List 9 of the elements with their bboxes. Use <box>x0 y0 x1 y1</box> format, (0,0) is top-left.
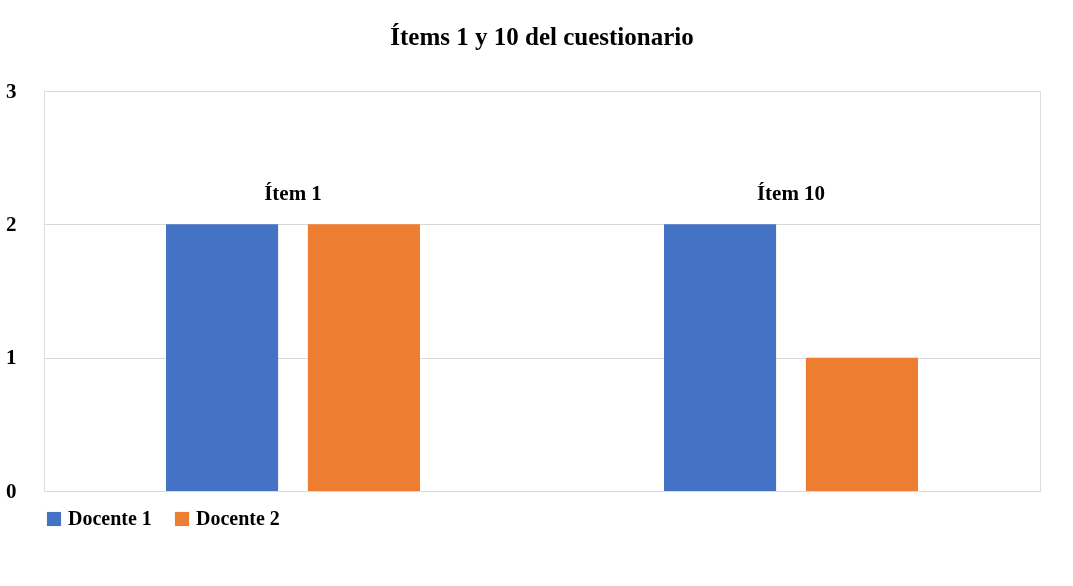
x-tick-label: Ítem 10 <box>756 180 826 205</box>
y-tick-label: 0 <box>6 478 17 503</box>
legend-label: Docente 1 <box>68 507 152 529</box>
chart-title: Ítems 1 y 10 del cuestionario <box>390 23 694 50</box>
y-tick-label: 1 <box>6 345 17 370</box>
y-tick-label: 3 <box>6 78 17 103</box>
y-tick-label: 2 <box>6 211 17 236</box>
x-tick-label: Ítem 1 <box>264 180 322 205</box>
legend-label: Docente 2 <box>196 507 280 529</box>
